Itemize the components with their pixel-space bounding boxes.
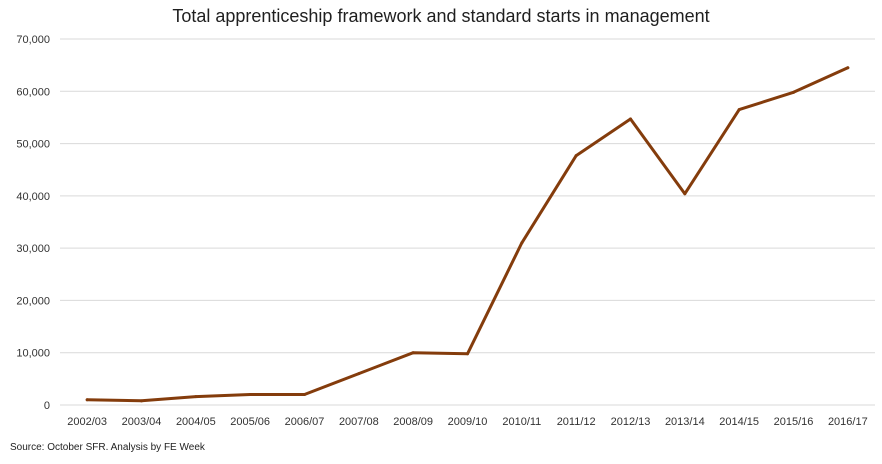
data-point <box>194 395 198 399</box>
x-tick-label: 2003/04 <box>122 416 162 428</box>
data-point <box>411 351 415 355</box>
x-tick-label: 2013/14 <box>665 416 705 428</box>
x-tick-label: 2014/15 <box>719 416 759 428</box>
x-axis-ticks: 2002/03 2003/04 2004/05 2005/06 2006/07 2007/… <box>67 416 867 428</box>
data-point <box>248 393 252 397</box>
y-tick-label: 70,000 <box>16 34 50 46</box>
data-point <box>683 192 687 196</box>
x-tick-label: 2015/16 <box>774 416 814 428</box>
data-point <box>792 90 795 94</box>
x-tick-label: 2007/08 <box>339 416 379 428</box>
x-tick-label: 2008/09 <box>393 416 433 428</box>
chart-title: Total apprenticeship framework and stand… <box>172 6 710 26</box>
x-tick-label: 2016/17 <box>828 416 868 428</box>
y-tick-label: 60,000 <box>16 86 50 98</box>
y-tick-label: 40,000 <box>16 191 50 203</box>
y-axis-ticks: 0 10,000 20,000 30,000 40,000 50,000 60,000 70,… <box>16 34 50 412</box>
data-point <box>357 372 361 376</box>
series-line <box>85 66 850 403</box>
x-tick-label: 2002/03 <box>67 416 107 428</box>
y-tick-label: 10,000 <box>16 348 50 360</box>
x-tick-label: 2012/13 <box>611 416 651 428</box>
y-tick-label: 50,000 <box>16 139 50 151</box>
data-point <box>303 393 306 397</box>
x-tick-label: 2009/10 <box>448 416 488 428</box>
data-point <box>629 117 632 121</box>
data-point <box>737 108 741 112</box>
x-tick-label: 2010/11 <box>502 416 541 428</box>
x-tick-label: 2004/05 <box>176 416 216 428</box>
data-point <box>574 154 578 158</box>
series-line-layer <box>85 66 850 403</box>
data-point <box>85 398 89 402</box>
gridlines <box>60 38 875 406</box>
y-tick-label: 0 <box>44 400 50 412</box>
source-note: Source: October SFR. Analysis by FE Week <box>10 442 205 453</box>
data-point <box>140 399 143 403</box>
data-point <box>846 66 850 70</box>
y-tick-label: 30,000 <box>16 243 50 255</box>
data-point <box>466 352 469 356</box>
x-tick-label: 2011/12 <box>557 416 596 428</box>
x-tick-label: 2006/07 <box>285 416 325 428</box>
x-tick-label: 2005/06 <box>230 416 270 428</box>
data-point <box>520 241 524 245</box>
y-tick-label: 20,000 <box>16 295 50 307</box>
line-chart: 0 10,000 20,000 30,000 40,000 50,000 60,000 70,… <box>16 34 875 428</box>
